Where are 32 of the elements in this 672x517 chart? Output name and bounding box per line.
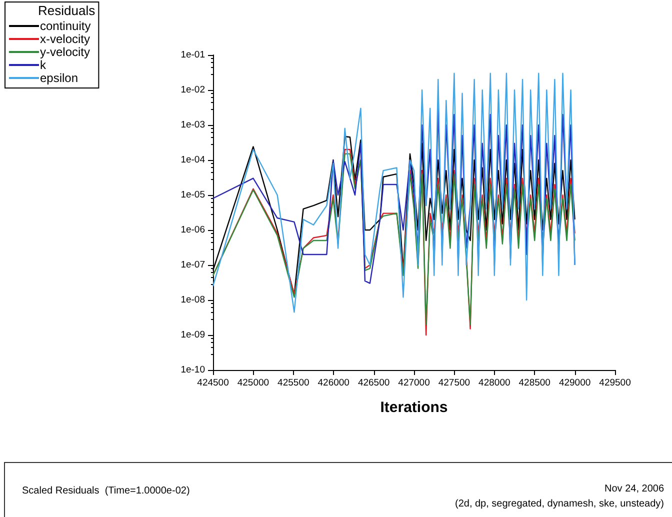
legend-label: k (40, 58, 47, 72)
x-tick-label: 427500 (438, 378, 470, 388)
legend-title: Residuals (38, 3, 96, 18)
y-tick-label: 1e-05 (180, 190, 205, 200)
x-tick-label: 426000 (318, 378, 350, 388)
x-tick-label: 426500 (358, 378, 390, 388)
x-axis-title: Iterations (380, 399, 448, 416)
x-tick-label: 424500 (197, 378, 229, 388)
y-tick-label: 1e-09 (180, 330, 205, 340)
y-tick-label: 1e-06 (180, 224, 205, 236)
legend-label: y-velocity (40, 45, 90, 59)
x-tick-label: 425500 (278, 378, 310, 388)
line-series (212, 72, 576, 313)
y-tick-label: 1e-01 (180, 50, 205, 60)
legend-label: epsilon (40, 71, 78, 85)
text: Scaled Residuals (Time=1.0000e-02) (22, 486, 190, 496)
x-tick-label: 429000 (558, 378, 591, 388)
y-tick-label: 1e-04 (180, 154, 205, 166)
y-tick-label: 1e-08 (180, 294, 205, 306)
x-tick-label: 425000 (237, 378, 270, 388)
legend-label: continuity (40, 19, 91, 33)
legend-label: x-velocity (40, 32, 90, 46)
y-tick-label: 1e-03 (180, 120, 205, 130)
x-tick-label: 427000 (398, 378, 430, 388)
x-tick-label: 428000 (478, 378, 510, 388)
y-tick-label: 1e-07 (180, 260, 205, 270)
text: (2d, dp, segregated, dynamesh, ske, unsteady) (454, 498, 664, 510)
x-tick-label: 429500 (599, 378, 631, 388)
x-tick-label: 428500 (518, 378, 550, 388)
y-tick-label: 1e-10 (180, 364, 205, 376)
y-tick-label: 1e-02 (180, 84, 205, 96)
text: Nov 24, 2006 (604, 484, 664, 494)
